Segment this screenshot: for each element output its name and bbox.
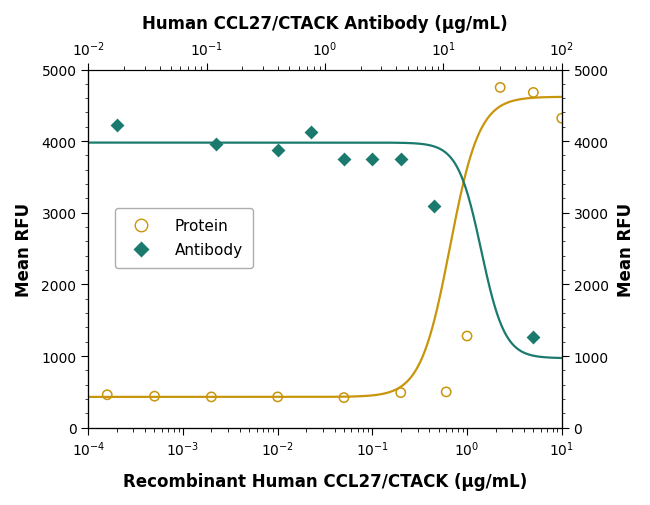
Point — [495, 84, 506, 92]
Point — [367, 156, 378, 164]
Point — [272, 146, 283, 155]
Point — [339, 156, 349, 164]
Point — [556, 115, 567, 123]
Point — [623, 351, 633, 359]
Point — [441, 388, 451, 396]
Point — [102, 391, 112, 399]
Y-axis label: Mean RFU: Mean RFU — [15, 202, 33, 296]
Y-axis label: Mean RFU: Mean RFU — [617, 202, 635, 296]
Point — [396, 389, 406, 397]
Point — [211, 141, 221, 149]
Point — [272, 393, 283, 401]
Point — [528, 334, 539, 342]
X-axis label: Recombinant Human CCL27/CTACK (μg/mL): Recombinant Human CCL27/CTACK (μg/mL) — [123, 472, 527, 490]
Point — [429, 203, 439, 211]
Point — [462, 332, 473, 340]
Point — [528, 89, 539, 97]
Point — [339, 394, 349, 402]
Point — [396, 156, 406, 164]
X-axis label: Human CCL27/CTACK Antibody (μg/mL): Human CCL27/CTACK Antibody (μg/mL) — [142, 15, 508, 33]
Point — [150, 392, 160, 400]
Point — [306, 129, 316, 137]
Point — [206, 393, 216, 401]
Legend: Protein, Antibody: Protein, Antibody — [115, 208, 254, 269]
Point — [111, 121, 122, 129]
